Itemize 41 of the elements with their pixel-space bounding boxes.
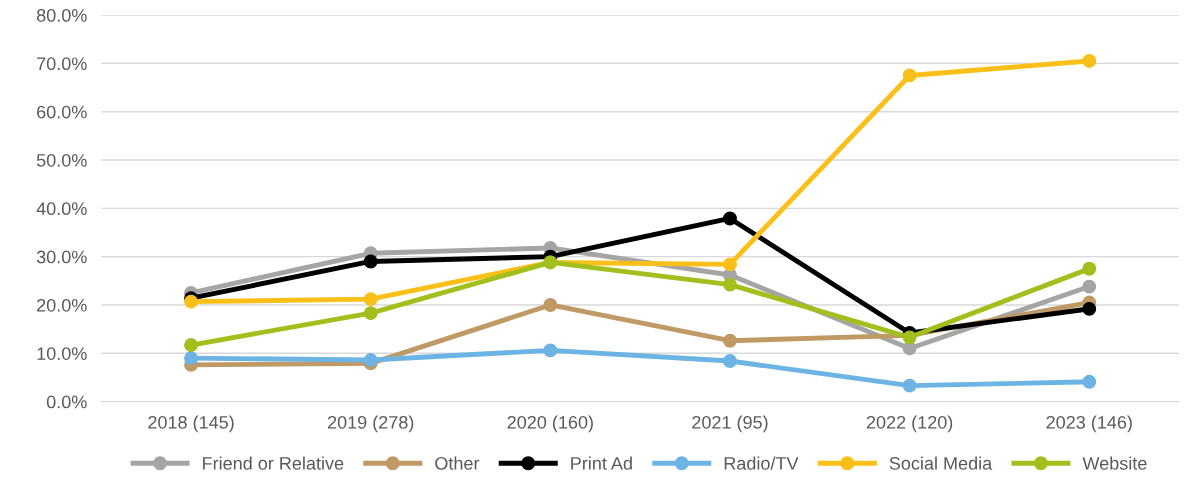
y-tick-label: 0.0% xyxy=(46,395,87,409)
legend-label: Friend or Relative xyxy=(203,456,344,470)
point xyxy=(723,333,737,348)
y-tick-label: 30.0% xyxy=(36,250,87,264)
legend-label: Print Ad xyxy=(571,456,632,470)
point xyxy=(723,211,737,226)
point xyxy=(363,254,378,269)
point xyxy=(184,338,199,353)
point xyxy=(543,343,558,358)
y-tick-label: 10.0% xyxy=(37,347,87,360)
y-tick-label: 60.0% xyxy=(37,105,87,119)
y-tick-label: 50.0% xyxy=(36,153,87,167)
y-tick-label: 80.0% xyxy=(36,8,87,22)
point xyxy=(1082,54,1097,68)
point xyxy=(1082,374,1097,389)
point xyxy=(1082,301,1097,316)
y-tick-label: 40.0% xyxy=(36,202,87,216)
point xyxy=(723,354,737,368)
point xyxy=(1082,279,1097,294)
point xyxy=(723,277,737,292)
point xyxy=(184,351,199,366)
y-tick-label: 70.0% xyxy=(37,57,87,71)
point xyxy=(723,257,737,272)
x-tick-label: 2020 (160) xyxy=(507,415,593,433)
x-tick-label: 2019 (278) xyxy=(327,415,414,433)
point xyxy=(902,68,917,83)
x-tick-label: 2018 (145) xyxy=(148,415,234,433)
point xyxy=(1082,261,1097,276)
point xyxy=(543,298,558,312)
legend-label: Radio/TV xyxy=(724,456,799,470)
x-tick-label: 2021 (95) xyxy=(692,415,768,433)
legend-label: Website xyxy=(1082,456,1147,470)
point xyxy=(363,306,378,321)
legend-label: Other xyxy=(435,456,480,470)
legend-label: Social Media xyxy=(889,456,993,470)
y-tick-label: 20.0% xyxy=(37,298,87,312)
point xyxy=(902,378,917,393)
point xyxy=(363,353,378,367)
x-tick-label: 2023 (146) xyxy=(1046,415,1132,433)
x-tick-label: 2022 (120) xyxy=(866,415,953,433)
point xyxy=(363,292,378,307)
